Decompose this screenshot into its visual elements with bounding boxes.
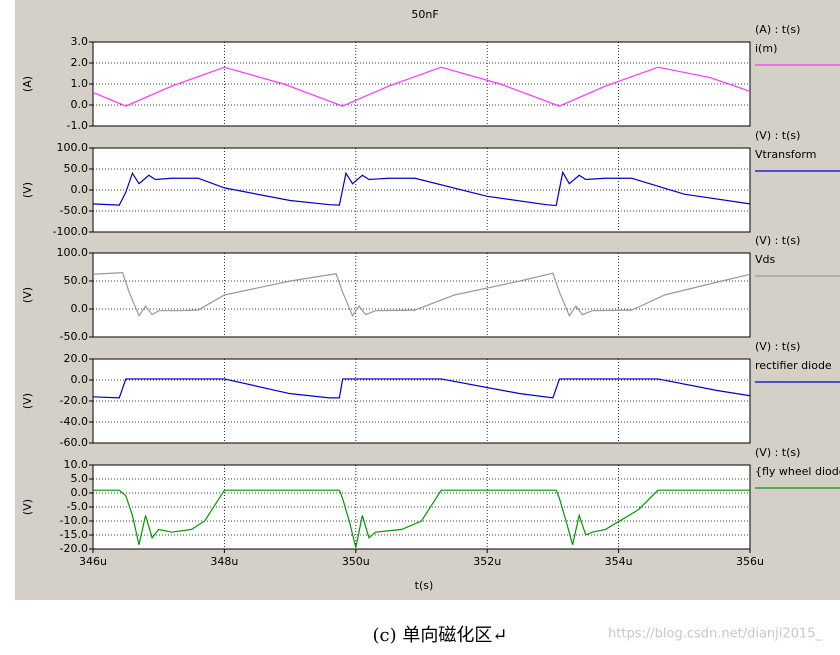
y-tick-label: -15.0	[60, 528, 88, 541]
y-tick-label: 0.0	[71, 373, 89, 386]
y-tick-label: 5.0	[71, 472, 89, 485]
series-line	[92, 170, 751, 207]
axis-units: (V) : t(s)	[755, 446, 800, 459]
chart-title: 50nF	[411, 8, 438, 21]
x-tick-label: 354u	[605, 555, 633, 568]
y-axis-label: (V)	[21, 287, 34, 303]
legend-label: i(m)	[755, 42, 777, 55]
y-tick-label: 0.0	[71, 486, 89, 499]
x-tick-label: 346u	[79, 555, 107, 568]
y-tick-label: -20.0	[60, 542, 88, 555]
y-axis-label: (A)	[21, 76, 34, 92]
y-tick-label: -100.0	[53, 225, 88, 238]
y-tick-label: -50.0	[60, 330, 88, 343]
legend-label: {fly wheel diode	[755, 465, 840, 478]
x-tick-label: 348u	[210, 555, 238, 568]
y-axis-label: (V)	[21, 499, 34, 515]
y-tick-label: 2.0	[71, 56, 89, 69]
y-tick-label: -40.0	[60, 415, 88, 428]
series-line	[92, 378, 751, 399]
legend-label: Vds	[755, 253, 776, 266]
plot-area	[92, 252, 751, 338]
legend-label: rectifier diode	[755, 359, 832, 372]
y-tick-label: 3.0	[71, 35, 89, 48]
caption: (c) 单向磁化区↵	[373, 625, 508, 646]
y-axis-label: (V)	[21, 182, 34, 198]
y-tick-label: 0.0	[71, 183, 89, 196]
plot-area	[92, 41, 751, 127]
series-line	[92, 66, 751, 107]
series-line	[93, 489, 750, 548]
series-line	[92, 271, 751, 317]
y-tick-label: -20.0	[60, 394, 88, 407]
watermark: https://blog.csdn.net/dianji2015_	[608, 627, 822, 642]
x-tick-label: 356u	[736, 555, 764, 568]
y-tick-label: -1.0	[67, 119, 88, 132]
axis-units: (V) : t(s)	[755, 340, 800, 353]
y-axis-label: (V)	[21, 393, 34, 409]
y-tick-label: -5.0	[67, 500, 88, 513]
y-tick-label: 1.0	[71, 77, 89, 90]
y-tick-label: 100.0	[57, 141, 89, 154]
y-tick-label: 10.0	[64, 458, 89, 471]
x-axis-label: t(s)	[415, 579, 434, 592]
y-tick-label: -10.0	[60, 514, 88, 527]
x-tick-label: 350u	[342, 555, 370, 568]
axis-units: (V) : t(s)	[755, 129, 800, 142]
y-tick-label: 0.0	[71, 98, 89, 111]
y-tick-label: 0.0	[71, 302, 89, 315]
y-tick-label: 100.0	[57, 246, 89, 259]
legend-label: Vtransform	[755, 148, 816, 161]
y-tick-label: 20.0	[64, 352, 89, 365]
y-tick-label: -50.0	[60, 204, 88, 217]
x-tick-label: 352u	[473, 555, 501, 568]
y-tick-label: 50.0	[64, 274, 89, 287]
y-tick-label: 50.0	[64, 162, 89, 175]
axis-units: (A) : t(s)	[755, 23, 800, 36]
y-tick-label: -60.0	[60, 436, 88, 449]
axis-units: (V) : t(s)	[755, 234, 800, 247]
